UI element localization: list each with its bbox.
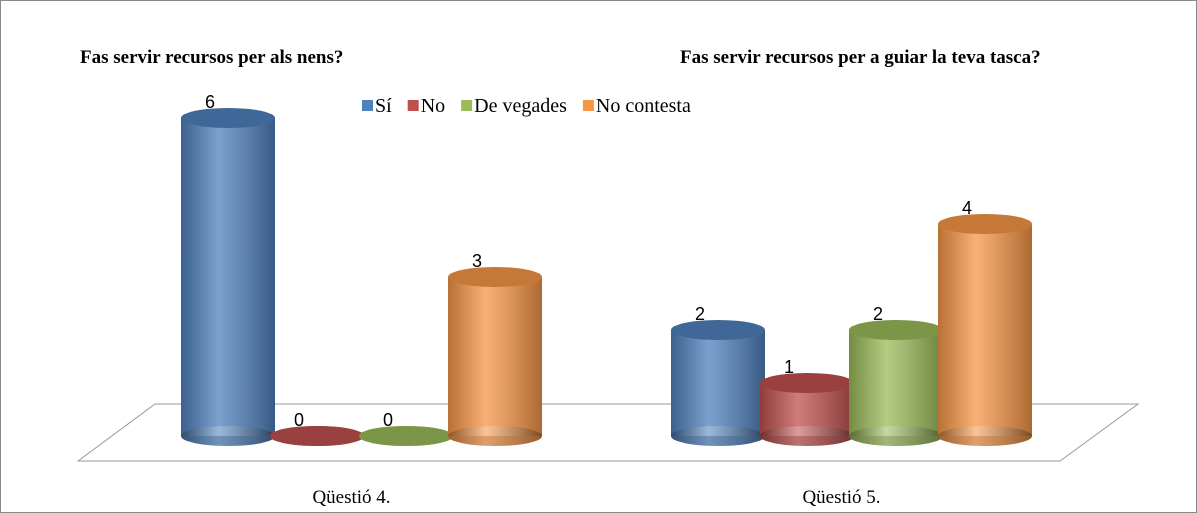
bar-bottom-shade [671,426,765,446]
legend-swatch [461,100,473,111]
legend-swatch [582,100,594,111]
bar-shade [671,330,765,436]
bar-bottom-shade [849,426,943,446]
bar-top [448,267,542,287]
data-label: 1 [784,357,794,377]
bar-shade [181,118,275,436]
data-label: 4 [962,198,972,218]
bar-bottom-shade [181,426,275,446]
legend-label: Sí [375,95,392,117]
bar [938,214,1032,446]
bar [448,267,542,446]
x-tick-label: Qüestió 4. [312,487,390,508]
bar-top [671,320,765,340]
bar-top [938,214,1032,234]
bar-bottom-shade [448,426,542,446]
bar-top [359,426,453,446]
data-label: 0 [383,410,393,430]
data-label: 3 [472,251,482,271]
bar-top [270,426,364,446]
bar [849,320,943,446]
legend-label: De vegades [474,95,567,117]
legend-label: No contesta [596,95,691,117]
bar-bottom-shade [938,426,1032,446]
bar-top [181,108,275,128]
data-label: 2 [873,304,883,324]
bar-bottom-shade [760,426,854,446]
bar-top [760,373,854,393]
bar-shade [849,330,943,436]
x-tick-label: Qüestió 5. [802,487,880,508]
legend-swatch [407,100,419,111]
bar [270,426,364,446]
bar-shade [938,224,1032,436]
annotation: Fas servir recursos per als nens? [80,47,343,68]
bar [760,373,854,446]
data-label: 2 [695,304,705,324]
bar-top [849,320,943,340]
data-label: 0 [294,410,304,430]
bar [671,320,765,446]
legend-swatch [362,100,373,111]
bar [359,426,453,446]
data-label: 6 [205,92,215,112]
legend-label: No [421,95,445,117]
bar-shade [448,277,542,436]
annotation: Fas servir recursos per a guiar la teva … [680,47,1041,68]
bar [181,108,275,446]
